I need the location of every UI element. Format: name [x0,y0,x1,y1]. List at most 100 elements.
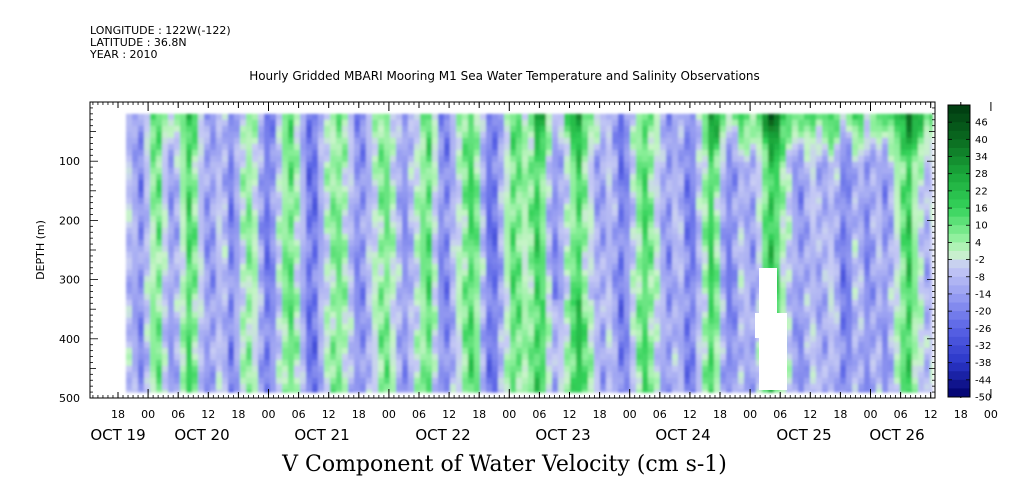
heatmap-cell [516,179,523,187]
heatmap-cell [726,131,733,139]
heatmap-cell [588,329,595,337]
heatmap-cell [642,173,649,181]
heatmap-cell [468,215,475,223]
heatmap-cell [168,323,175,331]
heatmap-cell [276,317,283,325]
heatmap-cell [828,149,835,157]
heatmap-cell [906,245,913,253]
heatmap-cell [336,197,343,205]
heatmap-cell [486,113,493,121]
heatmap-cell [840,143,847,151]
heatmap-cell [492,155,499,163]
heatmap-cell [696,179,703,187]
heatmap-cell [828,311,835,319]
heatmap-cell [780,215,787,223]
heatmap-cell [300,203,307,211]
heatmap-cell [132,167,139,175]
heatmap-cell [630,245,637,253]
heatmap-cell [366,245,373,253]
heatmap-cell [360,245,367,253]
heatmap-cell [744,233,751,241]
heatmap-cell [336,203,343,211]
heatmap-cell [456,311,463,319]
heatmap-cell [624,227,631,235]
heatmap-cell [546,245,553,253]
heatmap-cell [126,209,133,217]
heatmap-cell [528,113,535,121]
heatmap-cell [360,149,367,157]
heatmap-cell [798,263,805,271]
heatmap-cell [456,185,463,193]
heatmap-cell [846,227,853,235]
heatmap-cell [486,131,493,139]
heatmap-cell [804,215,811,223]
heatmap-cell [564,209,571,217]
heatmap-cell [846,119,853,127]
heatmap-cell [132,113,139,121]
heatmap-cell [510,113,517,121]
heatmap-cell [720,251,727,259]
heatmap-cell [324,203,331,211]
heatmap-cell [378,305,385,313]
heatmap-cell [630,275,637,283]
heatmap-cell [270,137,277,145]
heatmap-cell [810,191,817,199]
heatmap-cell [660,299,667,307]
heatmap-cell [144,131,151,139]
heatmap-cell [288,275,295,283]
heatmap-cell [786,179,793,187]
heatmap-cell [372,191,379,199]
heatmap-cell [810,293,817,301]
heatmap-cell [630,167,637,175]
heatmap-cell [198,269,205,277]
heatmap-cell [834,275,841,283]
heatmap-cell [552,317,559,325]
heatmap-cell [882,173,889,181]
heatmap-cell [774,299,781,307]
heatmap-cell [396,137,403,145]
heatmap-cell [258,245,265,253]
heatmap-cell [432,245,439,253]
heatmap-cell [432,305,439,313]
heatmap-cell [156,113,163,121]
heatmap-cell [816,269,823,277]
heatmap-cell [582,287,589,295]
heatmap-cell [348,179,355,187]
heatmap-cell [270,119,277,127]
heatmap-cell [492,293,499,301]
heatmap-cell [774,137,781,145]
heatmap-cell [864,113,871,121]
heatmap-cell [594,167,601,175]
heatmap-cell [270,287,277,295]
heatmap-cell [366,317,373,325]
heatmap-cell [294,293,301,301]
heatmap-cell [390,251,397,259]
heatmap-cell [648,155,655,163]
heatmap-cell [750,281,757,289]
heatmap-cell [720,311,727,319]
heatmap-cell [144,161,151,169]
heatmap-cell [192,329,199,337]
heatmap-cell [300,221,307,229]
heatmap-cell [576,245,583,253]
heatmap-cell [264,203,271,211]
heatmap-cell [786,269,793,277]
heatmap-cell [630,257,637,265]
heatmap-cell [576,203,583,211]
heatmap-cell [816,317,823,325]
heatmap-cell [552,215,559,223]
heatmap-cell [732,215,739,223]
heatmap-cell [672,179,679,187]
heatmap-cell [564,131,571,139]
heatmap-cell [240,209,247,217]
heatmap-cell [720,173,727,181]
heatmap-cell [714,299,721,307]
heatmap-cell [654,203,661,211]
heatmap-cell [636,269,643,277]
heatmap-cell [240,233,247,241]
heatmap-cell [126,173,133,181]
heatmap-cell [612,251,619,259]
heatmap-cell [894,227,901,235]
heatmap-cell [414,203,421,211]
heatmap-cell [630,317,637,325]
